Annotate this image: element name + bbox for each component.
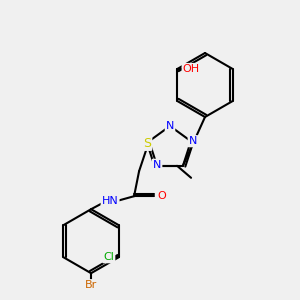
Text: Br: Br [85, 280, 97, 290]
Text: N: N [189, 136, 197, 146]
Text: Cl: Cl [103, 252, 114, 262]
Text: HN: HN [102, 196, 118, 206]
Text: N: N [153, 160, 161, 170]
Text: O: O [158, 191, 167, 201]
Text: S: S [143, 137, 151, 150]
Text: N: N [166, 121, 174, 131]
Text: OH: OH [183, 64, 200, 74]
